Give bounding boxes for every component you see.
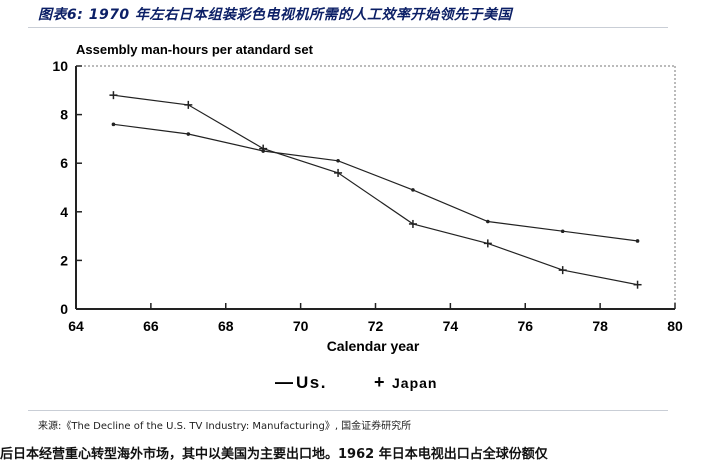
us-point xyxy=(560,229,565,234)
chart-title: Assembly man-hours per atandard set xyxy=(76,42,314,57)
x-axis-label: Calendar year xyxy=(327,338,420,354)
us-point xyxy=(635,239,640,243)
japan-point xyxy=(558,266,567,275)
series-line-us xyxy=(113,123,638,242)
chart-legend: — Us. + Japan xyxy=(275,372,437,392)
x-tick-label: 78 xyxy=(592,318,608,334)
japan-point xyxy=(334,168,343,177)
japan-point xyxy=(259,144,268,153)
legend-japan-label: Japan xyxy=(392,375,437,391)
y-tick-label: 4 xyxy=(60,204,68,220)
us-point xyxy=(411,188,415,192)
legend-japan-symbol: + xyxy=(374,372,385,392)
japan-point xyxy=(633,280,642,289)
y-tick-label: 2 xyxy=(60,252,68,268)
top-divider xyxy=(28,27,668,28)
y-tick-label: 10 xyxy=(52,58,68,74)
y-tick-label: 6 xyxy=(60,155,68,171)
line-chart-svg: Assembly man-hours per atandard set 0 2 4 6… xyxy=(52,42,683,392)
x-tick-label: 74 xyxy=(443,318,459,334)
us-point xyxy=(111,122,116,127)
y-tick-label: 0 xyxy=(60,301,68,317)
us-point xyxy=(486,219,490,224)
cut-off-body-text: 后日本经营重心转型海外市场，其中以美国为主要出口地。1962 年日本电视出口占全… xyxy=(0,447,548,462)
bottom-divider xyxy=(28,410,668,411)
us-point xyxy=(186,132,191,136)
japan-point xyxy=(109,91,118,100)
chart-series xyxy=(109,91,642,289)
x-tick-label: 64 xyxy=(68,318,84,334)
legend-us-symbol: — xyxy=(275,372,293,392)
series-line-japan xyxy=(113,94,638,286)
japan-point xyxy=(184,100,193,109)
japan-point xyxy=(483,239,492,248)
x-tick-label: 72 xyxy=(368,318,384,334)
y-tick-label: 8 xyxy=(60,107,68,123)
source-note: 来源:《The Decline of the U.S. TV Industry:… xyxy=(38,421,412,432)
x-tick-label: 66 xyxy=(143,318,159,334)
legend-us-label: Us. xyxy=(296,373,327,392)
japan-point xyxy=(408,219,417,228)
x-tick-label: 68 xyxy=(218,318,234,334)
x-tick-label: 76 xyxy=(517,318,533,334)
x-tick-label: 80 xyxy=(667,318,683,334)
us-point xyxy=(336,158,340,163)
x-tick-label: 70 xyxy=(293,318,309,334)
figure-title: 图表6: 1970 年左右日本组装彩色电视机所需的人工效率开始领先于美国 xyxy=(38,7,513,23)
chart: Assembly man-hours per atandard set 0 2 4 6… xyxy=(28,30,706,402)
